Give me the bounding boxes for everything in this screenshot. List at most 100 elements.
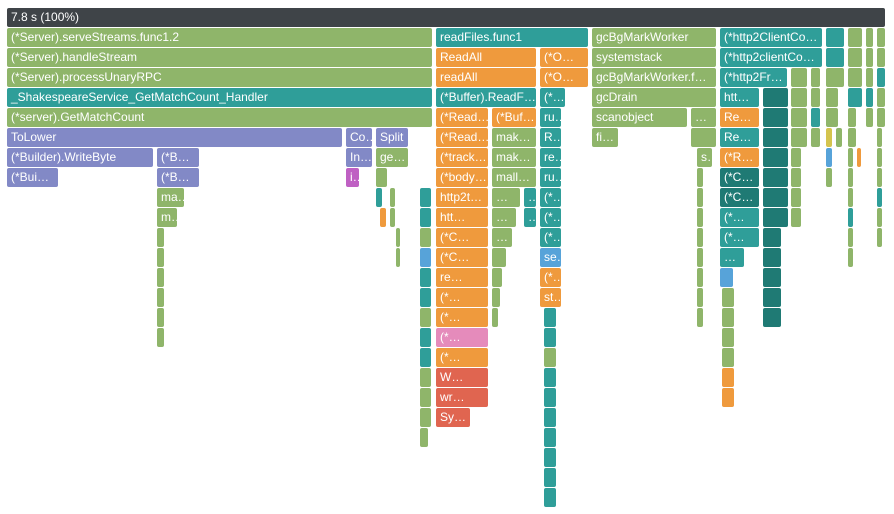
flame-frame[interactable]: (*Read… [436,108,488,127]
flame-frame[interactable] [848,88,862,107]
flame-frame[interactable]: (*body… [436,168,488,187]
flame-frame[interactable] [544,448,556,467]
flame-frame[interactable] [697,168,703,187]
flame-frame[interactable]: W… [436,368,488,387]
flame-frame[interactable] [826,148,832,167]
flame-frame[interactable] [544,328,556,347]
flame-frame[interactable] [848,228,853,247]
flame-frame[interactable]: (*Buf… [492,108,536,127]
flame-frame[interactable]: (*Server).serveStreams.func1.2 [7,28,432,47]
flame-frame[interactable] [492,288,500,307]
flame-frame[interactable] [157,308,164,327]
flame-frame[interactable]: (*C… [720,168,759,187]
flame-frame[interactable] [396,228,400,247]
flame-frame[interactable] [848,28,862,47]
flame-frame[interactable] [811,68,820,87]
flame-frame[interactable]: m… [157,208,177,227]
flame-frame[interactable]: (*C… [436,228,488,247]
flame-frame[interactable]: st… [540,288,561,307]
flame-frame[interactable]: fi… [592,128,618,147]
flame-frame[interactable] [877,208,882,227]
flame-frame[interactable] [877,88,885,107]
flame-frame[interactable] [697,188,703,207]
flame-frame[interactable]: … [720,248,744,267]
flame-frame[interactable]: gcBgMarkWorker.f… [592,68,716,87]
flame-frame[interactable] [390,208,395,227]
flame-frame[interactable] [420,248,431,267]
flame-frame[interactable] [697,308,703,327]
flame-frame[interactable]: (*track… [436,148,488,167]
flame-frame[interactable]: http2t… [436,188,488,207]
flame-frame[interactable] [791,168,801,187]
flame-frame[interactable] [763,288,781,307]
flame-frame[interactable]: … [492,228,512,247]
flame-frame[interactable]: mall… [492,168,536,187]
flame-frame[interactable] [722,328,734,347]
flame-frame[interactable]: (*Server).processUnaryRPC [7,68,432,87]
flame-frame[interactable]: (*C… [720,188,759,207]
flame-frame[interactable]: (*… [436,308,488,327]
flame-frame[interactable] [544,368,556,387]
flame-frame[interactable] [697,228,703,247]
flame-frame[interactable] [544,468,556,487]
flame-frame[interactable] [420,228,431,247]
flame-frame[interactable]: (*B… [157,148,199,167]
flame-frame[interactable] [697,248,703,267]
flame-frame[interactable] [791,88,807,107]
flame-frame[interactable] [836,128,842,147]
flame-frame[interactable] [877,228,882,247]
flame-frame[interactable]: _ShakespeareService_GetMatchCount_Handle… [7,88,432,107]
flame-frame[interactable] [811,88,820,107]
flame-frame[interactable] [848,188,853,207]
flame-frame[interactable] [877,68,885,87]
flame-frame[interactable]: (*Builder).WriteByte [7,148,153,167]
flame-frame[interactable] [877,108,885,127]
flame-frame[interactable] [848,68,862,87]
flame-frame[interactable] [420,188,431,207]
flame-frame[interactable] [763,88,788,107]
flame-frame[interactable] [826,128,832,147]
flame-frame[interactable] [157,228,164,247]
flame-frame[interactable] [763,108,788,127]
flame-frame[interactable] [791,148,801,167]
flame-frame[interactable] [877,128,882,147]
flame-frame[interactable]: (*http2Fr… [720,68,787,87]
flame-frame[interactable] [848,148,853,167]
flame-frame[interactable] [722,348,734,367]
flame-frame[interactable] [157,248,164,267]
flame-frame[interactable] [420,328,431,347]
flame-frame[interactable]: (*… [436,288,488,307]
flame-frame[interactable] [866,28,873,47]
flame-frame[interactable]: (*… [720,208,759,227]
flame-frame[interactable] [691,128,716,147]
flame-frame[interactable] [722,308,734,327]
flame-frame[interactable] [763,128,788,147]
flame-frame[interactable] [396,248,400,267]
flame-frame[interactable]: mak… [492,128,536,147]
flame-frame[interactable] [866,68,873,87]
flame-frame[interactable]: … [492,188,520,207]
flame-frame[interactable] [492,248,506,267]
flame-frame[interactable]: … [492,208,516,227]
flame-frame[interactable] [826,88,838,107]
flame-frame[interactable] [763,248,781,267]
flame-frame[interactable]: R… [540,128,561,147]
flame-frame[interactable] [376,168,387,187]
flame-frame[interactable] [420,208,431,227]
flame-frame[interactable]: (*C… [436,248,488,267]
flame-frame[interactable]: Sy… [436,408,470,427]
flame-root-frame[interactable]: 7.8 s (100%) [7,8,885,27]
flame-frame[interactable] [877,148,882,167]
flame-frame[interactable]: In… [346,148,372,167]
flame-frame[interactable]: (*Read… [436,128,488,147]
flame-frame[interactable]: (*Buffer).ReadF… [436,88,536,107]
flame-frame[interactable]: (*Server).handleStream [7,48,432,67]
flame-frame[interactable]: htt… [436,208,488,227]
flame-frame[interactable] [857,148,861,167]
flame-frame[interactable] [390,188,395,207]
flame-frame[interactable]: se… [540,248,561,267]
flame-frame[interactable] [544,488,556,507]
flame-frame[interactable]: (*O… [540,48,588,67]
flame-frame[interactable] [157,328,164,347]
flame-frame[interactable] [791,68,807,87]
